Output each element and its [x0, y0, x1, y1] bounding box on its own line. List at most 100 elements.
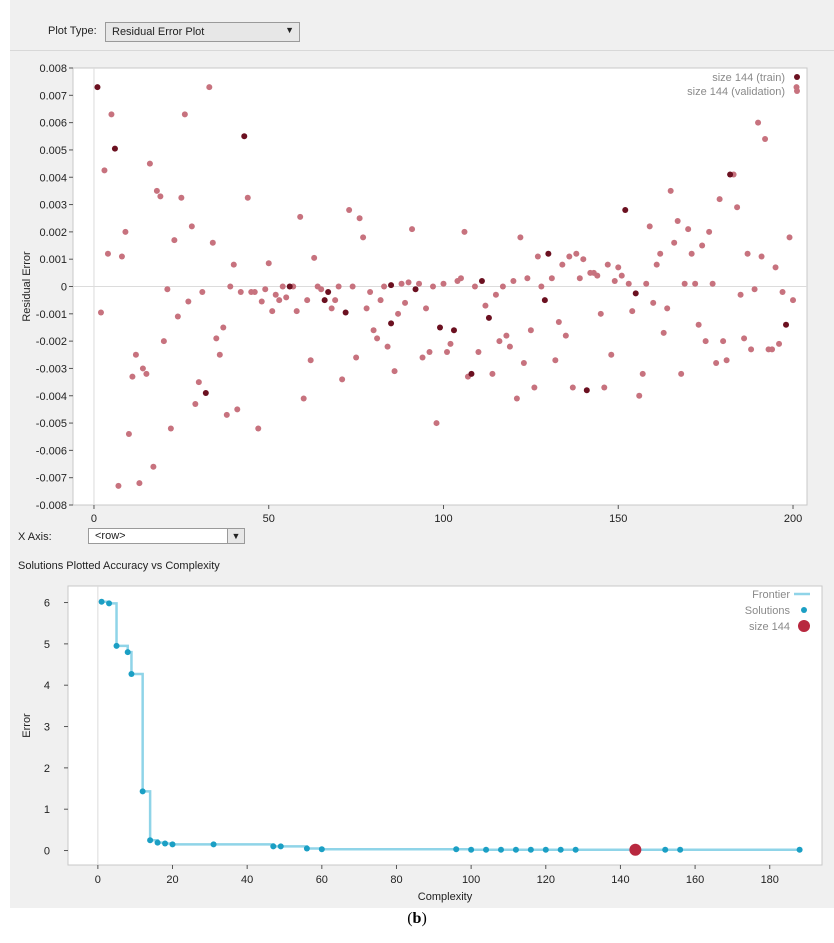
y-tick-label: 1: [44, 804, 50, 816]
validation-point: [118, 253, 125, 260]
validation-point: [353, 354, 360, 361]
validation-point: [492, 291, 499, 298]
validation-point: [384, 343, 391, 350]
validation-point: [737, 291, 744, 298]
validation-point: [276, 297, 283, 304]
y-tick-label: 3: [44, 722, 50, 734]
y-tick-label: 0.002: [39, 227, 67, 239]
validation-point: [146, 160, 153, 167]
solution-point: [139, 788, 146, 795]
validation-point: [650, 299, 657, 306]
y-tick-label: 0.008: [39, 63, 67, 75]
residual-error-chart: 0.008 0.007 0.006 0.005 0.004 0.003 0.002 0.001…: [21, 63, 808, 525]
plot-toolbar: Plot Type: Residual Error Plot ▼: [10, 18, 834, 51]
selected-solution-point: [629, 843, 642, 856]
validation-point: [237, 288, 244, 295]
validation-point: [496, 338, 503, 345]
caption-open: (: [407, 910, 413, 927]
validation-point: [171, 237, 178, 244]
validation-point: [328, 305, 335, 312]
validation-point: [513, 395, 520, 402]
validation-point: [206, 84, 213, 91]
x-tick-label: 0: [95, 874, 101, 886]
solution-point: [106, 600, 113, 607]
validation-point: [524, 275, 531, 282]
plot-type-value: Residual Error Plot: [112, 26, 205, 38]
y-tick-label: 6: [44, 598, 50, 610]
validation-point: [416, 280, 423, 287]
solution-point: [557, 846, 564, 853]
y-tick-label: -0.008: [36, 500, 67, 512]
validation-point: [395, 310, 402, 317]
validation-point: [527, 327, 534, 334]
plot-area: [67, 585, 823, 866]
validation-point: [503, 332, 510, 339]
train-point: [412, 286, 419, 293]
legend-marker: [794, 74, 800, 80]
validation-point: [580, 256, 587, 263]
y-tick-label: 2: [44, 763, 50, 775]
x-tick-label: 140: [611, 874, 629, 886]
train-point: [450, 327, 457, 334]
solution-point: [527, 846, 534, 853]
x-axis-label: X Axis:: [18, 531, 52, 543]
solution-point: [128, 671, 135, 678]
validation-point: [185, 298, 192, 305]
validation-point: [755, 119, 762, 126]
validation-point: [618, 272, 625, 279]
validation-point: [293, 308, 300, 315]
train-point: [632, 290, 639, 297]
validation-point: [538, 283, 545, 290]
validation-point: [381, 283, 388, 290]
validation-point: [269, 308, 276, 315]
validation-point: [597, 310, 604, 317]
solution-point: [147, 837, 154, 844]
validation-point: [272, 291, 279, 298]
validation-point: [461, 228, 468, 235]
y-tick-label: 5: [44, 639, 50, 651]
validation-point: [681, 280, 688, 287]
validation-point: [625, 280, 632, 287]
solution-point: [796, 846, 803, 853]
validation-point: [548, 275, 555, 282]
validation-point: [125, 430, 132, 437]
validation-point: [251, 288, 258, 295]
validation-point: [409, 226, 416, 233]
validation-point: [615, 264, 622, 271]
solution-point: [677, 846, 684, 853]
validation-point: [262, 286, 269, 293]
x-axis-title: Complexity: [418, 891, 473, 903]
x-axis-dropdown[interactable]: <row> ▼: [88, 528, 245, 544]
plot-type-dropdown[interactable]: Residual Error Plot ▼: [105, 22, 300, 42]
validation-point: [475, 349, 482, 356]
x-tick-label: 200: [784, 513, 802, 525]
validation-point: [758, 253, 765, 260]
y-tick-label: 0: [61, 282, 67, 294]
validation-point: [660, 329, 667, 336]
validation-point: [790, 297, 797, 304]
train-point: [94, 84, 101, 91]
validation-point: [405, 279, 412, 286]
validation-point: [153, 187, 160, 194]
validation-point: [332, 297, 339, 304]
legend-marker: [794, 88, 800, 94]
validation-point: [776, 340, 783, 347]
validation-point: [363, 305, 370, 312]
y-tick-label: 4: [44, 680, 50, 692]
validation-point: [174, 313, 181, 320]
validation-point: [199, 288, 206, 295]
train-point: [388, 282, 395, 289]
solution-point: [169, 841, 176, 848]
validation-point: [688, 250, 695, 257]
validation-point: [692, 280, 699, 287]
validation-point: [349, 283, 356, 290]
validation-point: [674, 217, 681, 224]
solution-point: [270, 843, 277, 850]
solution-point: [277, 843, 284, 850]
train-point: [321, 297, 328, 304]
validation-point: [311, 254, 318, 261]
train-point: [485, 314, 492, 321]
train-point: [388, 320, 395, 327]
validation-point: [657, 250, 664, 257]
legend-label: Frontier: [752, 589, 790, 601]
